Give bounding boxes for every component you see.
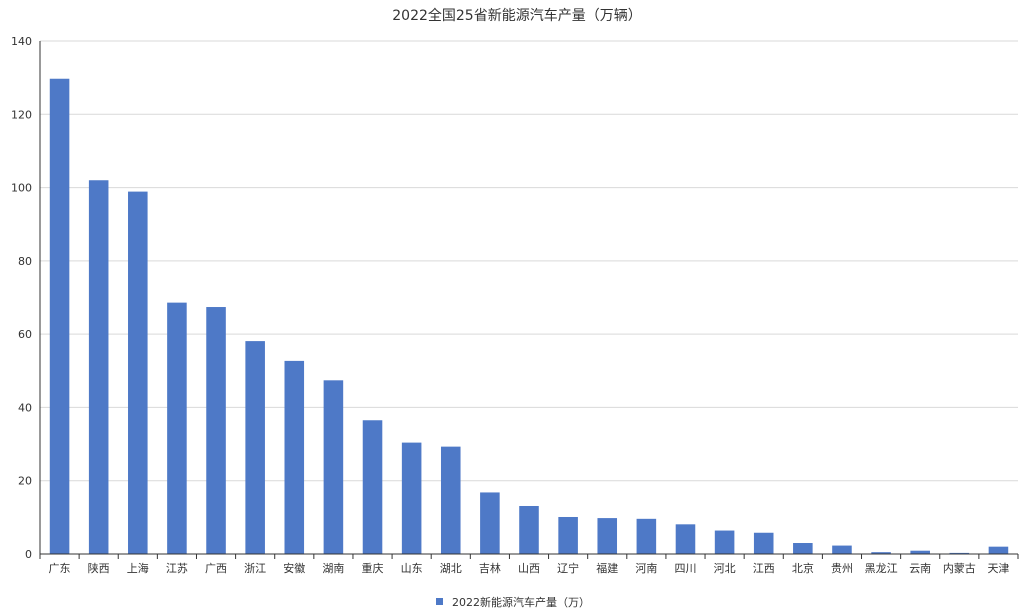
bar-吉林[interactable] (480, 492, 500, 554)
x-tick-label: 云南 (909, 562, 931, 575)
x-tick-label: 广东 (49, 562, 71, 575)
bar-湖南[interactable] (323, 380, 344, 554)
y-tick-label: 60 (18, 328, 32, 341)
bar-广东[interactable] (49, 78, 70, 555)
legend-swatch (436, 598, 443, 605)
legend-label: 2022新能源汽车产量（万） (452, 595, 590, 609)
y-tick-label: 120 (11, 108, 32, 121)
x-tick-label: 北京 (792, 561, 814, 575)
x-tick-label: 福建 (596, 561, 618, 575)
y-tick-label: 80 (18, 255, 32, 268)
bar-江西[interactable] (753, 532, 774, 554)
x-tick-label: 江苏 (166, 562, 188, 575)
y-axis: 0 20 40 60 80 100 120 140 (11, 35, 41, 561)
bar-河南[interactable] (636, 518, 657, 554)
x-tick-label: 内蒙古 (943, 561, 976, 575)
bar-上海[interactable] (128, 191, 148, 554)
x-tick-label: 天津 (987, 562, 1009, 575)
x-tick-label: 湖南 (322, 562, 344, 575)
bar-浙江[interactable] (245, 341, 265, 554)
x-tick-label: 重庆 (362, 561, 384, 575)
x-tick-label: 河北 (714, 562, 736, 575)
gridlines (40, 40, 1018, 482)
x-tick-label: 山东 (401, 562, 423, 575)
x-tick-label: 浙江 (244, 562, 266, 575)
bar-重庆[interactable] (362, 420, 383, 554)
bar-辽宁[interactable] (558, 516, 578, 554)
x-tick-label: 江西 (753, 562, 775, 575)
x-tick-label: 湖北 (440, 562, 462, 575)
y-tick-label: 20 (18, 475, 32, 488)
y-tick-label: 0 (25, 548, 32, 561)
y-tick-label: 140 (11, 35, 32, 48)
y-tick-label: 100 (11, 182, 32, 195)
bar-黑龙江[interactable] (871, 552, 891, 554)
x-tick-label: 陕西 (88, 561, 110, 575)
bars (49, 78, 1009, 555)
chart-title: 2022全国25省新能源汽车产量（万辆） (392, 7, 641, 24)
x-tick-label: 上海 (127, 561, 149, 575)
bar-贵州[interactable] (832, 545, 852, 554)
x-tick-label: 安徽 (283, 561, 305, 575)
x-tick-label: 广西 (205, 562, 227, 575)
x-tick-label: 河南 (635, 562, 657, 575)
x-tick-label: 四川 (674, 562, 696, 575)
bar-安徽[interactable] (284, 360, 305, 554)
x-tick-label: 黑龙江 (865, 562, 898, 575)
x-tick-label: 辽宁 (557, 561, 579, 575)
y-tick-label: 40 (18, 401, 32, 414)
x-tick-label: 吉林 (479, 561, 501, 575)
x-tick-label: 贵州 (831, 562, 853, 575)
bar-江苏[interactable] (167, 302, 187, 554)
bar-山东[interactable] (401, 442, 422, 554)
bar-内蒙古[interactable] (949, 552, 970, 554)
bar-北京[interactable] (793, 543, 813, 554)
legend[interactable]: 2022新能源汽车产量（万） (436, 595, 590, 609)
bar-福建[interactable] (597, 518, 618, 554)
bar-天津[interactable] (988, 546, 1009, 554)
x-tick-label: 山西 (518, 562, 540, 575)
bar-陕西[interactable] (88, 180, 109, 554)
x-axis: 广东 陕西 上海 江苏 广西 浙江 安徽 湖南 重庆 山东 湖北 吉林 山西 辽宁 福建 河南 四川 河北 江西 北京… (39, 553, 1019, 575)
bar-四川[interactable] (675, 524, 696, 554)
bar-湖北[interactable] (440, 446, 461, 554)
bar-云南[interactable] (910, 550, 930, 554)
bar-广西[interactable] (206, 307, 226, 554)
bar-河北[interactable] (714, 530, 735, 554)
bar-山西[interactable] (519, 505, 539, 554)
